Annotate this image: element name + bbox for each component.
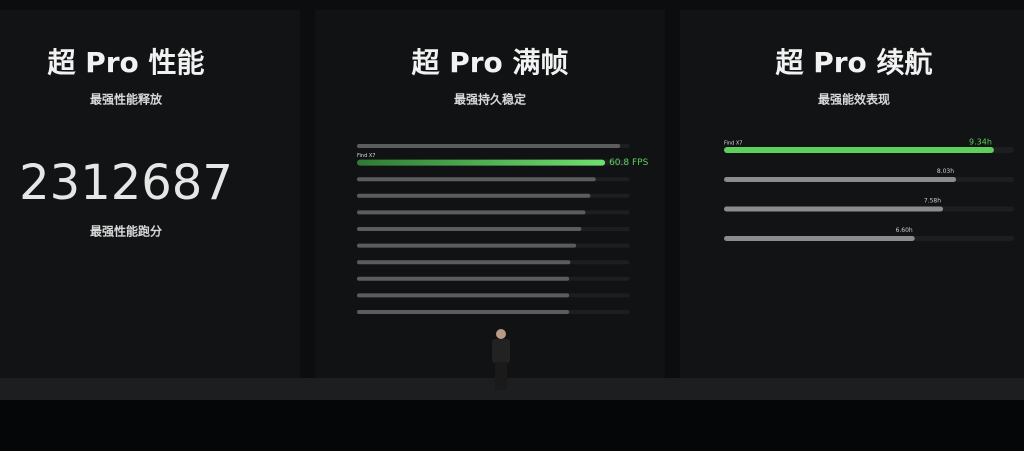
category-label: Find X7 <box>357 153 375 159</box>
category-label: Find X7 <box>724 141 742 147</box>
left-title: 超 Pro 性能 <box>47 46 204 79</box>
score-caption: 最强性能跑分 <box>90 224 162 239</box>
bar <box>357 260 571 265</box>
score: 2312687 <box>19 155 233 211</box>
bar <box>724 147 994 153</box>
bar <box>357 193 591 198</box>
presenter <box>492 329 510 390</box>
value-label: 9.34h <box>969 138 992 147</box>
bar <box>357 310 570 314</box>
bar <box>357 177 596 182</box>
screen-left <box>0 10 300 380</box>
middle-subtitle: 最强持久稳定 <box>454 92 526 107</box>
audience <box>0 400 1024 451</box>
bar <box>357 293 570 298</box>
bar <box>357 243 577 248</box>
bar <box>724 177 957 182</box>
bar <box>357 210 586 215</box>
value-label: 6.60h <box>896 227 913 234</box>
bar <box>357 159 606 166</box>
stage <box>0 378 1024 400</box>
bar <box>357 227 582 231</box>
value-label: 7.58h <box>924 198 941 205</box>
bar <box>724 236 915 241</box>
right-subtitle: 最强能效表现 <box>818 92 890 107</box>
bar <box>357 144 621 148</box>
right-title: 超 Pro 续航 <box>775 46 932 79</box>
bar <box>724 206 944 212</box>
value-label: 8.03h <box>937 168 954 175</box>
screen-right <box>680 10 1024 380</box>
left-subtitle: 最强性能释放 <box>90 92 163 107</box>
value-label: 60.8 FPS <box>609 158 649 168</box>
bar <box>357 276 570 281</box>
middle-title: 超 Pro 满帧 <box>411 46 568 79</box>
